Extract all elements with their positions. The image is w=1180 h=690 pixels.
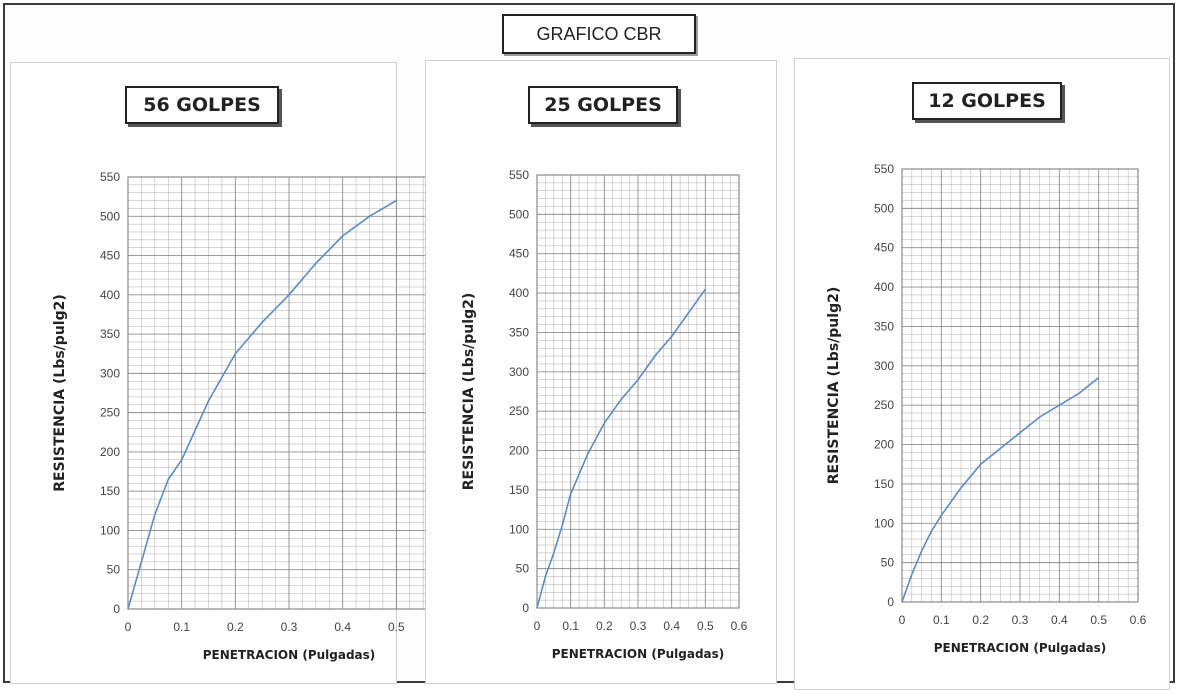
x-tick-label: 0.3 — [281, 620, 298, 634]
x-tick-label: 0.2 — [596, 619, 613, 633]
chart-panel-3: 0 50 100 150 200 250 300 350 400 450 500 550 0 0.1 0.2… — [794, 58, 1170, 690]
y-tick-label: 150 — [100, 484, 120, 498]
y-tick-label: 550 — [874, 162, 894, 176]
y-tick-label: 250 — [100, 406, 120, 420]
main-title: GRAFICO CBR — [502, 14, 696, 54]
y-axis-title: RESISTENCIA (Lbs/pulg2) — [461, 293, 477, 490]
y-tick-label: 100 — [509, 522, 529, 536]
plot-border — [536, 174, 740, 609]
y-tick-label: 200 — [874, 438, 894, 452]
y-tick-label: 500 — [100, 209, 120, 223]
y-tick-label: 50 — [107, 563, 121, 577]
x-tick-label: 0.5 — [1090, 613, 1107, 627]
x-axis-title: PENETRACION (Pulgadas) — [934, 641, 1107, 655]
x-tick-label: 0.1 — [173, 620, 190, 634]
x-axis-title: PENETRACION (Pulgadas) — [552, 647, 725, 661]
y-tick-label: 400 — [100, 288, 120, 302]
y-tick-label: 300 — [509, 365, 529, 379]
x-tick-label: 0.1 — [562, 619, 579, 633]
y-axis-title: RESISTENCIA (Lbs/pulg2) — [826, 287, 842, 484]
chart-panel-1: 0 50 100 150 200 250 300 350 400 450 500 550 0 0.1 0.2… — [10, 62, 459, 684]
y-tick-label: 50 — [881, 556, 895, 570]
x-tick-label: 0.3 — [630, 619, 647, 633]
y-tick-label: 450 — [100, 249, 120, 263]
series-line — [127, 199, 397, 610]
y-tick-label: 450 — [509, 247, 529, 261]
y-tick-label: 200 — [100, 445, 120, 459]
chart-title-badge: 25 GOLPES — [528, 86, 678, 124]
y-tick-label: 300 — [100, 366, 120, 380]
x-tick-label: 0.4 — [334, 620, 351, 634]
plot-border — [901, 168, 1139, 603]
x-tick-label: 0.1 — [933, 613, 950, 627]
y-tick-label: 150 — [509, 483, 529, 497]
y-tick-label: 150 — [874, 477, 894, 491]
x-axis-title: PENETRACION (Pulgadas) — [203, 648, 376, 662]
y-tick-label: 350 — [100, 327, 120, 341]
y-tick-label: 100 — [100, 523, 120, 537]
y-tick-label: 0 — [113, 602, 120, 616]
x-tick-label: 0 — [125, 620, 132, 634]
y-tick-label: 500 — [509, 207, 529, 221]
y-tick-label: 0 — [522, 601, 529, 615]
y-tick-label: 350 — [509, 325, 529, 339]
chart-title-badge: 56 GOLPES — [125, 86, 279, 124]
x-tick-label: 0.2 — [227, 620, 244, 634]
grid-lines — [901, 168, 1139, 603]
y-tick-label: 100 — [874, 516, 894, 530]
y-tick-label: 550 — [100, 170, 120, 184]
y-tick-label: 450 — [874, 241, 894, 255]
x-tick-label: 0 — [534, 619, 541, 633]
x-tick-label: 0.4 — [1051, 613, 1068, 627]
series-line — [536, 288, 706, 609]
y-tick-label: 500 — [874, 201, 894, 215]
x-tick-label: 0.5 — [388, 620, 405, 634]
x-tick-label: 0.6 — [731, 619, 748, 633]
y-tick-label: 250 — [874, 398, 894, 412]
y-tick-label: 550 — [509, 168, 529, 182]
series-line — [901, 376, 1100, 603]
x-tick-label: 0.5 — [697, 619, 714, 633]
y-tick-label: 50 — [516, 562, 530, 576]
y-tick-label: 350 — [874, 319, 894, 333]
x-tick-label: 0 — [899, 613, 906, 627]
y-axis-title: RESISTENCIA (Lbs/pulg2) — [52, 294, 68, 491]
x-tick-label: 0.2 — [972, 613, 989, 627]
chart-panel-2: 0 50 100 150 200 250 300 350 400 450 500 550 0 0.1 0.2… — [425, 60, 777, 684]
x-tick-label: 0.3 — [1012, 613, 1029, 627]
y-tick-label: 300 — [874, 359, 894, 373]
y-tick-label: 250 — [509, 404, 529, 418]
y-tick-label: 400 — [509, 286, 529, 300]
y-tick-label: 400 — [874, 280, 894, 294]
y-tick-label: 200 — [509, 444, 529, 458]
chart-title-badge: 12 GOLPES — [912, 82, 1062, 120]
y-tick-label: 0 — [887, 595, 894, 609]
x-tick-label: 0.4 — [663, 619, 680, 633]
x-tick-label: 0.6 — [1130, 613, 1147, 627]
